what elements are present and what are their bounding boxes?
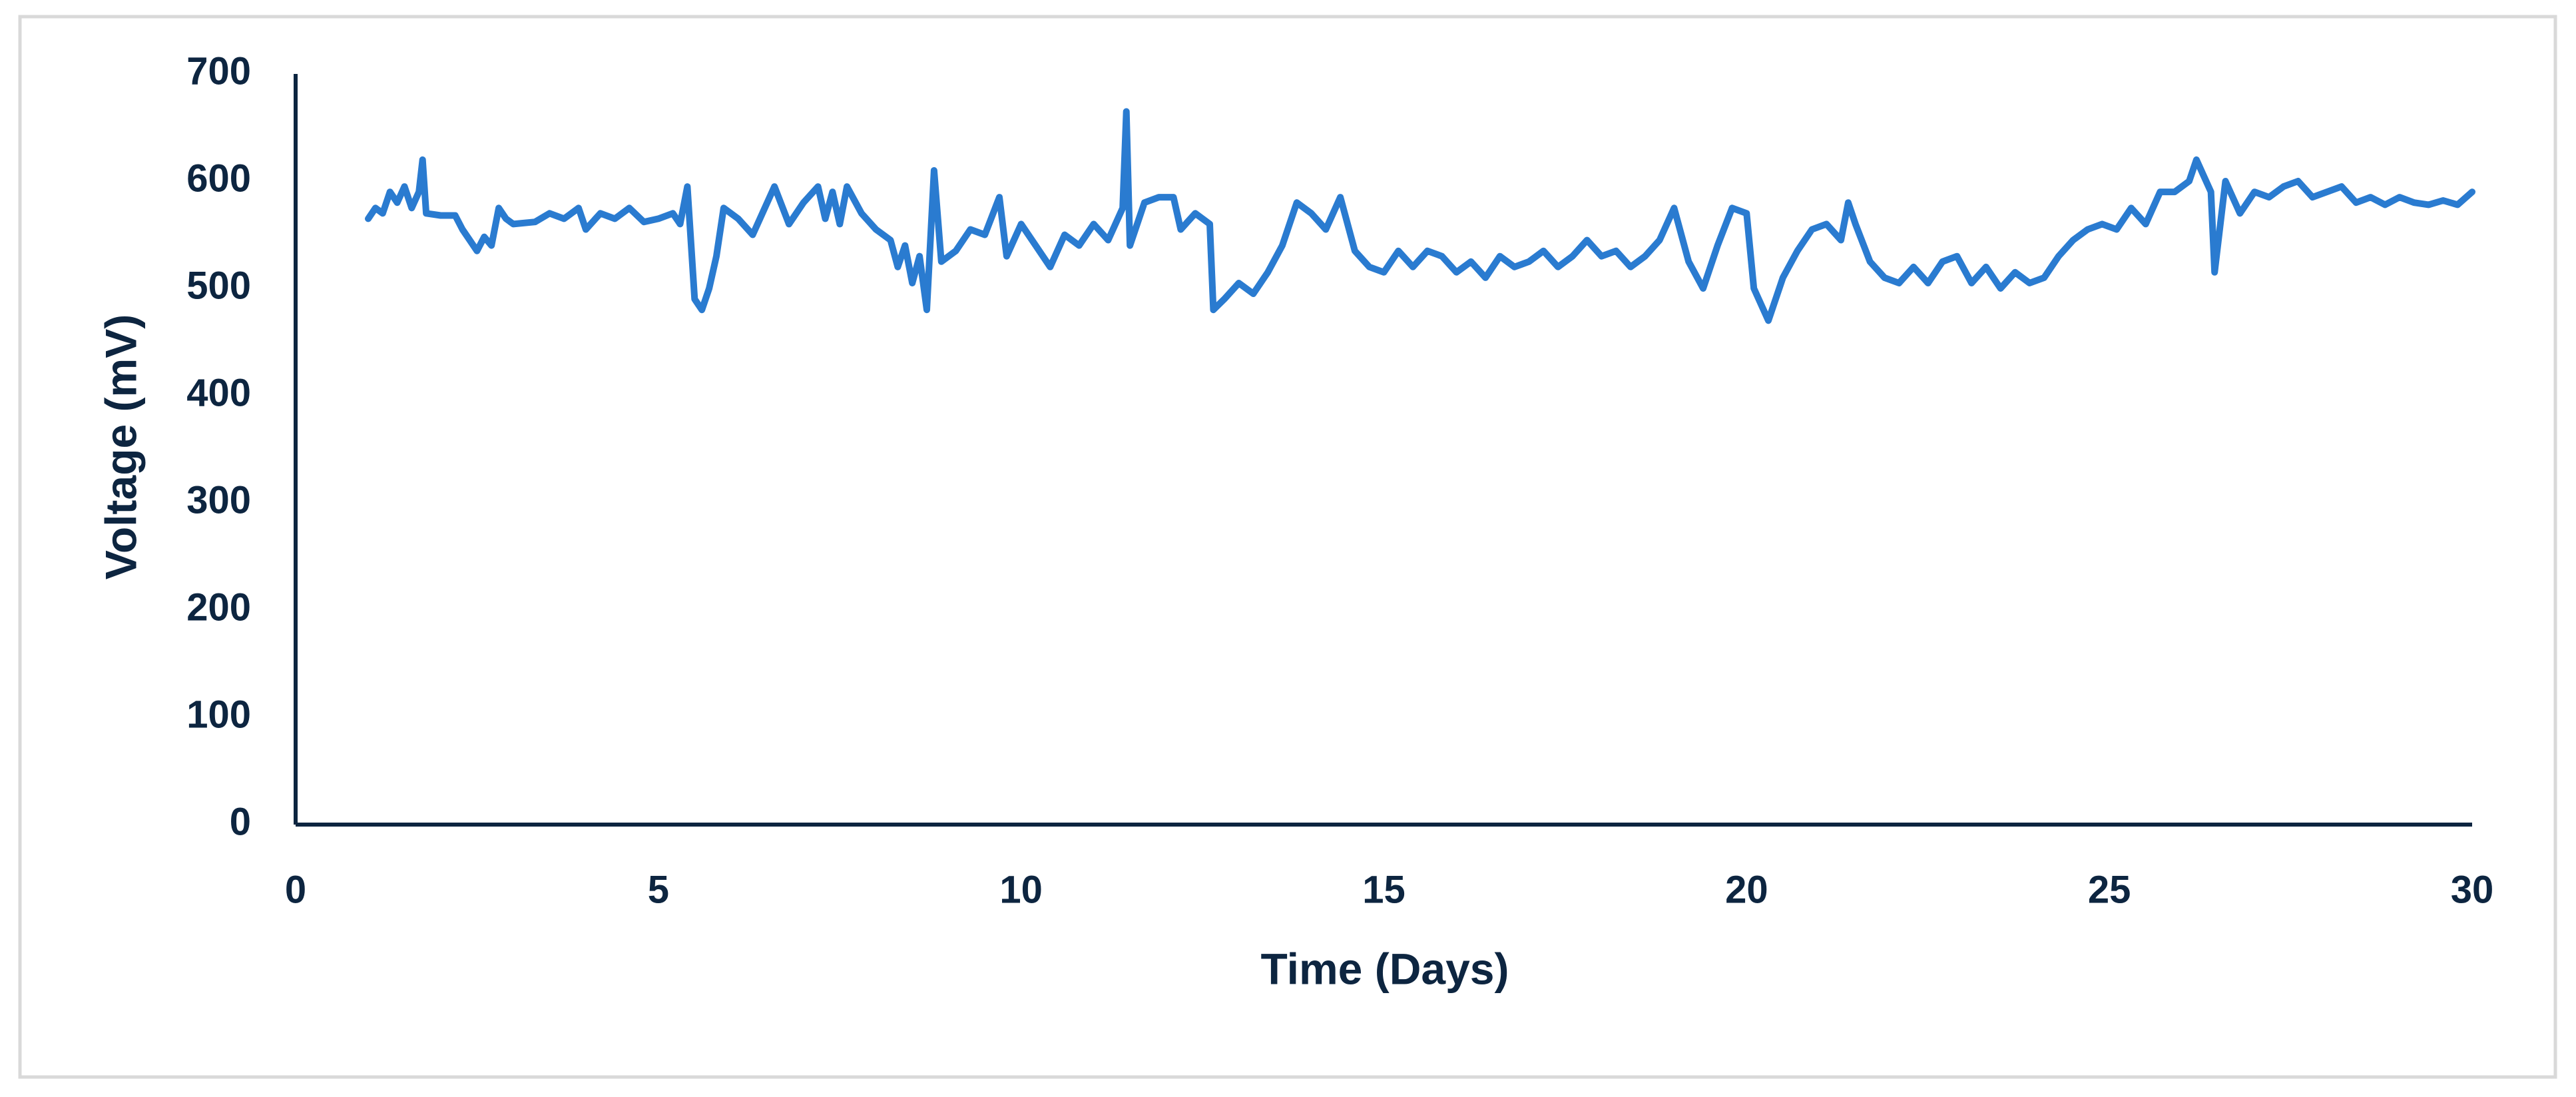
y-tick-label: 500 — [186, 264, 251, 307]
y-tick-label: 100 — [186, 693, 251, 736]
data-line — [365, 108, 2475, 324]
y-axis-title: Voltage (mV) — [96, 314, 145, 579]
x-tick-label: 30 — [2451, 868, 2494, 911]
x-axis-title: Time (Days) — [1261, 944, 1509, 993]
y-tick-label: 400 — [186, 371, 251, 414]
frame — [18, 15, 2557, 1079]
x-tick-label: 15 — [1362, 868, 1406, 911]
y-tick-label: 200 — [186, 585, 251, 629]
y-tick-label: 600 — [186, 157, 251, 200]
x-tick-label: 0 — [285, 868, 306, 911]
x-tick-label: 20 — [1725, 868, 1768, 911]
y-tick-label: 700 — [186, 49, 251, 93]
y-tick-label: 0 — [230, 800, 251, 843]
x-tick-label: 10 — [999, 868, 1043, 911]
x-tick-label: 5 — [648, 868, 669, 911]
x-tick-label: 25 — [2088, 868, 2131, 911]
y-tick-label: 300 — [186, 478, 251, 522]
